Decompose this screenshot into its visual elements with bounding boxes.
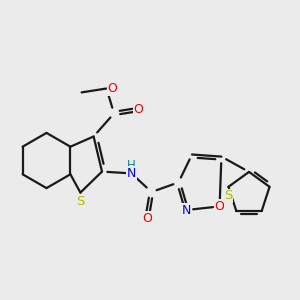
Text: O: O: [108, 82, 117, 95]
Text: N: N: [182, 203, 191, 217]
Text: S: S: [224, 189, 232, 202]
Text: O: O: [134, 103, 143, 116]
Text: S: S: [76, 195, 85, 208]
Text: O: O: [215, 200, 224, 213]
Text: O: O: [142, 212, 152, 225]
Text: N: N: [127, 167, 136, 180]
Text: H: H: [127, 159, 136, 172]
